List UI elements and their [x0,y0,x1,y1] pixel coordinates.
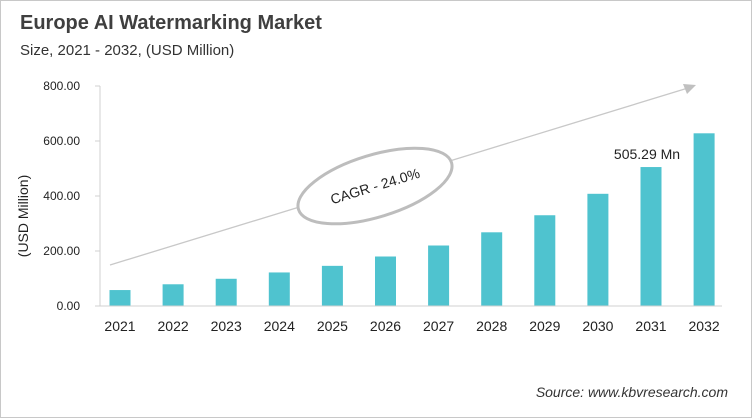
x-tick-label: 2029 [529,318,560,334]
y-tick-label: 600.00 [43,134,80,148]
chart-title: Europe AI Watermarking Market [20,12,322,34]
x-tick-label: 2024 [264,318,295,334]
bar-2021 [109,290,131,306]
x-tick-label: 2030 [582,318,613,334]
x-axis-labels: 2021 2022 2023 2024 2025 2026 2027 2028 2029 2030… [104,318,719,334]
bar-2028 [481,232,503,306]
bar-2027 [428,245,450,306]
y-axis-title: (USD Million) [15,175,31,257]
x-tick-label: 2023 [211,318,242,334]
y-tick-label: 800.00 [43,79,80,93]
x-tick-label: 2026 [370,318,401,334]
bar-2023 [215,278,237,306]
x-tick-label: 2022 [158,318,189,334]
y-tick-label: 0.00 [57,299,81,313]
bar-2022 [162,284,184,306]
bar-2025 [321,265,343,306]
bar-2026 [375,256,396,306]
y-tick-label: 400.00 [43,189,80,203]
bars [109,133,715,306]
data-label-2031: 505.29 Mn [614,146,680,162]
x-tick-label: 2027 [423,318,454,334]
bar-2029 [534,215,556,306]
source-note: Source: www.kbvresearch.com [535,384,728,400]
bar-2030 [587,193,609,306]
chart-subtitle: Size, 2021 - 2032, (USD Million) [20,42,235,59]
cagr-ellipse: CAGR - 24.0% [296,146,454,226]
x-tick-label: 2028 [476,318,507,334]
y-tick-label: 200.00 [43,244,80,258]
x-tick-label: 2032 [689,318,720,334]
x-tick-label: 2031 [635,318,666,334]
x-tick-label: 2021 [104,318,135,334]
x-tick-label: 2025 [317,318,348,334]
bar-2032 [693,133,715,306]
bar-2031 [640,167,662,306]
bar-2024 [268,272,290,306]
y-axis: 0.00 200.00 400.00 600.00 800.00 [43,79,101,313]
